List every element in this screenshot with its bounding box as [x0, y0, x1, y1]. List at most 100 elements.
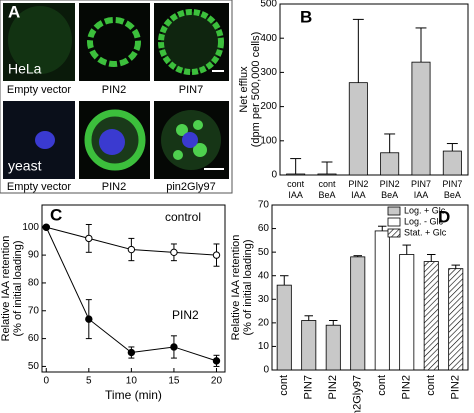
spot	[173, 150, 183, 160]
cell	[87, 17, 141, 67]
legend-label: Stat. + Glc	[404, 227, 447, 237]
legend-swatch	[387, 206, 401, 216]
error-bar	[377, 225, 387, 231]
cell-label: HeLa	[8, 61, 42, 77]
y-tick-label: 300	[260, 67, 277, 78]
bar	[411, 61, 431, 176]
plot-frame	[279, 3, 469, 176]
bar	[399, 254, 415, 371]
x-tick-label: cont	[425, 375, 437, 396]
bar	[442, 150, 462, 176]
y-tick-label: 60	[28, 333, 40, 344]
x-tick-label-line: BeA	[318, 190, 335, 200]
legend-swatch	[387, 217, 401, 227]
y-tick-label: 200	[260, 101, 277, 112]
y-tick-label: 400	[260, 33, 277, 44]
error-bar	[352, 18, 364, 83]
y-tick-label: 90	[28, 250, 40, 261]
x-tick-label: 0	[43, 376, 49, 387]
error-bar	[451, 264, 461, 269]
bar	[350, 256, 366, 371]
x-tick-label-line: PIN7	[411, 179, 431, 189]
image-label: PIN7	[179, 84, 203, 96]
y-tick-label: 10	[258, 341, 270, 352]
x-tick-label: 15	[168, 376, 180, 387]
x-tick-label: PIN2	[450, 375, 462, 399]
bar	[423, 261, 439, 371]
y-tick-label: 100	[22, 222, 39, 233]
image-label: PIN2	[102, 84, 126, 96]
bar	[286, 173, 306, 176]
point	[170, 248, 178, 257]
panel-letter: B	[300, 7, 312, 26]
y-axis-label: (% of initial loading)	[242, 240, 254, 336]
x-tick-label-line: cont	[318, 179, 336, 189]
y-tick-label: 30	[258, 294, 270, 305]
error-bar	[415, 27, 427, 63]
cell	[35, 131, 55, 149]
y-axis-label: (% of initial loading)	[12, 241, 24, 337]
y-axis-label: Net efflux	[238, 66, 250, 113]
x-tick-label: pin2Gly97	[352, 375, 364, 413]
y-tick-label: 100	[260, 135, 277, 146]
point	[170, 343, 178, 351]
image-label: pin2Gly97	[166, 181, 216, 193]
x-tick-label: cont BeA	[318, 179, 336, 200]
y-tick-label: 70	[258, 200, 270, 211]
x-axis-label: Time (min)	[105, 388, 162, 402]
error-bar	[426, 254, 436, 262]
y-tick-label: 50	[258, 247, 270, 258]
x-tick-label-line: IAA	[414, 190, 429, 200]
x-tick-label-line: IAA	[351, 190, 366, 200]
error-bar	[321, 161, 333, 174]
panel-letter: C	[50, 205, 62, 224]
x-tick-label: PIN7	[303, 375, 315, 399]
x-tick-label: PIN2 BeA	[380, 179, 400, 200]
x-tick-label-line: BeA	[444, 190, 461, 200]
spot	[193, 143, 207, 157]
nucleus	[99, 129, 125, 155]
bar	[448, 268, 464, 371]
series-label: control	[165, 210, 201, 224]
error-bar	[384, 133, 396, 153]
error-bar	[290, 158, 302, 174]
point	[212, 251, 221, 259]
x-tick-label-line: IAA	[288, 190, 303, 200]
error-bar	[279, 275, 289, 286]
y-tick-label: 80	[28, 278, 40, 289]
bar	[380, 152, 400, 176]
y-tick-label: 0	[271, 170, 277, 181]
spot	[193, 120, 203, 130]
x-tick-label: PIN2	[401, 375, 413, 399]
x-tick-label: cont	[278, 375, 290, 396]
y-tick-label: 50	[28, 361, 40, 372]
point	[127, 245, 136, 254]
legend-swatch	[387, 228, 401, 238]
x-tick-label: PIN2	[327, 375, 339, 399]
scale-bar	[204, 168, 224, 170]
x-tick-label: 10	[126, 376, 138, 387]
spot	[176, 124, 188, 136]
y-tick-label: 0	[263, 365, 269, 376]
y-axis-label: Relative IAA retention	[230, 235, 242, 341]
bar	[276, 284, 292, 371]
x-tick-label: 20	[211, 376, 223, 387]
error-bar	[446, 143, 458, 152]
bar	[301, 320, 317, 371]
point	[85, 315, 93, 323]
error-bar	[304, 315, 314, 321]
x-tick-label: PIN2 IAA	[348, 179, 368, 200]
cell-label: yeast	[8, 158, 42, 174]
panel-letter: D	[438, 207, 450, 226]
cell	[158, 9, 224, 75]
y-tick-label: 40	[258, 270, 270, 281]
point	[42, 223, 50, 231]
x-tick-label-line: PIN7	[442, 179, 462, 189]
point	[85, 234, 93, 243]
y-axis-label: (dpm per 500,000 cells)	[250, 32, 262, 148]
x-tick-label: PIN7 BeA	[442, 179, 462, 200]
bar	[325, 324, 341, 371]
x-tick-label-line: PIN2	[348, 179, 368, 189]
y-tick-label: 70	[28, 305, 40, 316]
